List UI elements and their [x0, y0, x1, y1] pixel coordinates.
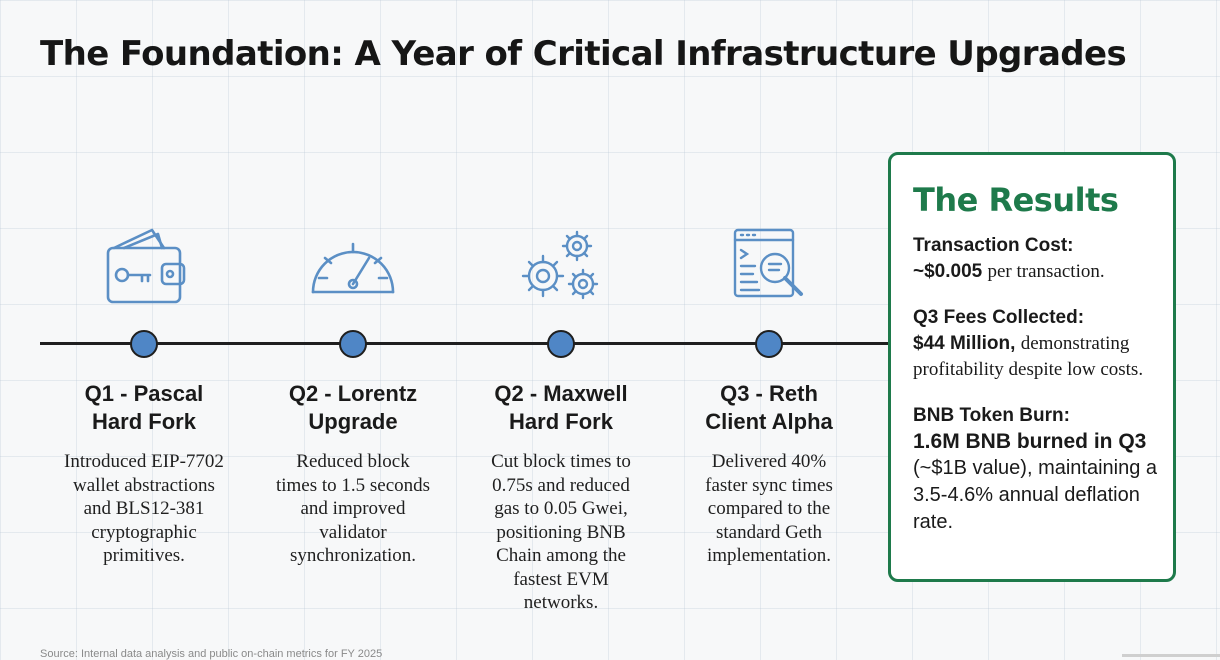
result-fees-collected: Q3 Fees Collected: $44 Million, demonstr… [913, 305, 1173, 383]
result-label: Transaction Cost: [913, 235, 1074, 256]
page-title: The Foundation: A Year of Critical Infra… [40, 34, 1127, 74]
result-suffix: per transaction. [987, 261, 1105, 282]
gears-icon [511, 222, 611, 312]
milestone-q2-maxwell: Q2 - Maxwell Hard Fork Cut block times t… [456, 0, 666, 657]
speedometer-icon [303, 222, 403, 312]
milestone-description: Cut block times to 0.75s and reduced gas… [491, 451, 631, 613]
result-token-burn: BNB Token Burn: 1.6M BNB burned in Q3 (~… [913, 403, 1173, 536]
milestone-title: Q1 - Pascal Hard Fork [84, 381, 204, 434]
milestone-title: Q2 - Lorentz Upgrade [288, 381, 418, 434]
code-search-icon [719, 222, 819, 312]
results-panel: The Results Transaction Cost: ~$0.005 pe… [888, 152, 1176, 582]
timeline-dot [547, 330, 575, 358]
timeline-line [40, 342, 890, 345]
source-note: Source: Internal data analysis and publi… [40, 648, 383, 660]
result-value-line: ~$0.005 per transaction. [913, 259, 1173, 285]
milestone-q3-reth: Q3 - Reth Client Alpha Delivered 40% fas… [664, 0, 874, 657]
result-value: $44 Million, [913, 333, 1016, 354]
timeline-dot [755, 330, 783, 358]
result-value-line: 1.6M BNB burned in Q3 (~$1B value), main… [913, 429, 1173, 536]
result-suffix: (~$1B value), maintaining a 3.5-4.6% ann… [913, 457, 1158, 533]
milestone-description: Introduced EIP-7702 wallet abstractions … [64, 451, 224, 566]
timeline-dot [130, 330, 158, 358]
result-value-line: $44 Million, demonstrating profitability… [913, 331, 1173, 383]
result-label: BNB Token Burn: [913, 405, 1070, 426]
results-title: The Results [913, 181, 1119, 219]
milestone-description: Reduced block times to 1.5 seconds and i… [275, 451, 431, 566]
milestone-title: Q3 - Reth Client Alpha [705, 381, 833, 434]
result-label: Q3 Fees Collected: [913, 307, 1085, 328]
milestone-q1-pascal: Q1 - Pascal Hard Fork Introduced EIP-770… [39, 0, 249, 657]
result-value: ~$0.005 [913, 261, 983, 282]
timeline-dot [339, 330, 367, 358]
milestone-q2-lorentz: Q2 - Lorentz Upgrade Reduced block times… [248, 0, 458, 657]
milestone-description: Delivered 40% faster sync times compared… [705, 451, 833, 566]
milestone-title: Q2 - Maxwell Hard Fork [494, 381, 628, 434]
result-transaction-cost: Transaction Cost: ~$0.005 per transactio… [913, 233, 1173, 285]
corner-divider [1122, 654, 1220, 657]
result-value: 1.6M BNB burned in Q3 [913, 430, 1147, 453]
wallet-key-icon [94, 222, 194, 312]
result-suffix: demonstrating profitability despite low … [913, 333, 1144, 380]
